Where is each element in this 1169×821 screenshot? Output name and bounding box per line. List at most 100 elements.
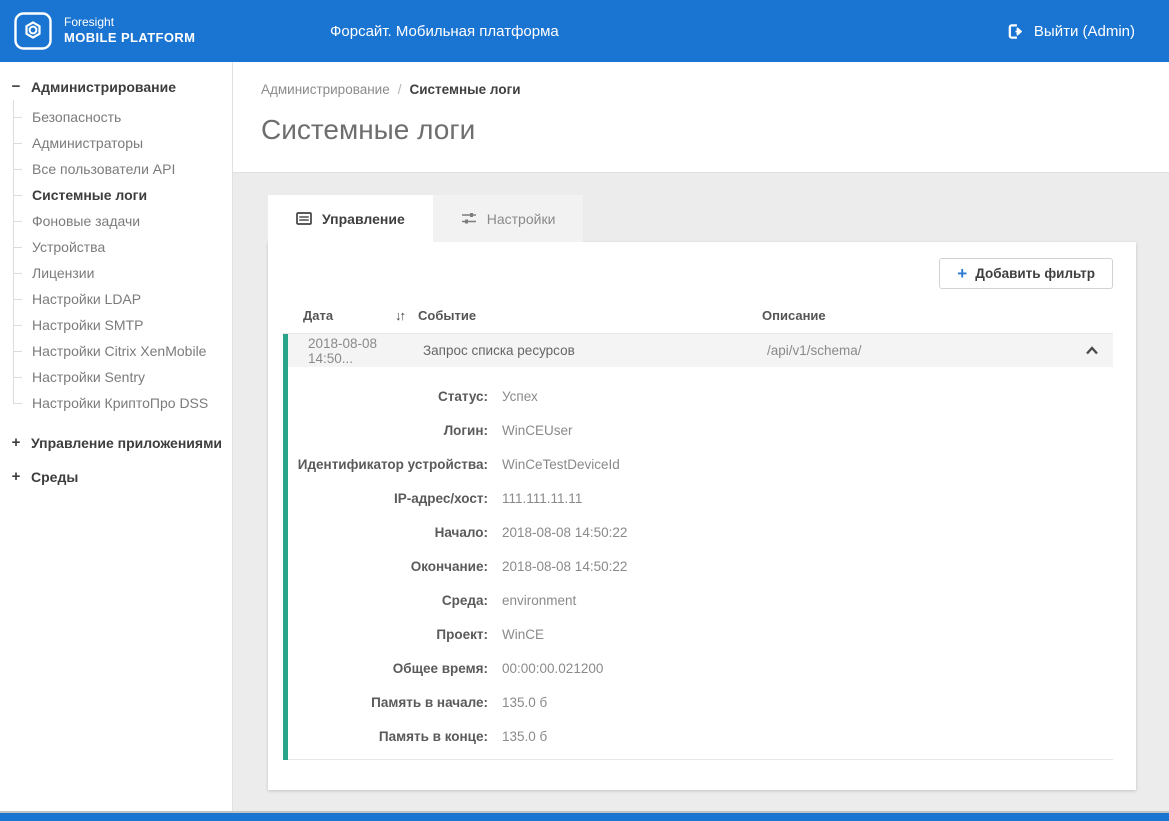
page-header: Администрирование / Системные логи Систе… <box>233 62 1169 173</box>
column-header-date: Дата ↓↑ <box>303 308 418 323</box>
detail-row: Логин: WinCEUser <box>288 413 1113 447</box>
detail-row: Начало: 2018-08-08 14:50:22 <box>288 515 1113 549</box>
tab-settings[interactable]: Настройки <box>432 195 584 242</box>
brand-text: Foresight MOBILE PLATFORM <box>64 15 195 46</box>
sidebar-item[interactable]: Безопасность <box>0 104 232 130</box>
breadcrumb-item-administration[interactable]: Администрирование <box>261 82 390 97</box>
add-filter-label: Добавить фильтр <box>975 266 1095 281</box>
sidebar-item[interactable]: Настройки LDAP <box>0 286 232 312</box>
add-filter-button[interactable]: + Добавить фильтр <box>939 258 1113 289</box>
bottom-accent-strip <box>0 813 1169 821</box>
sidebar-item-label: Все пользователи API <box>32 161 176 177</box>
tab-label: Управление <box>322 210 405 227</box>
log-entry: 2018-08-08 14:50... Запрос списка ресурс… <box>283 334 1113 760</box>
expand-icon: + <box>11 434 21 451</box>
breadcrumb-item-current: Системные логи <box>409 82 521 97</box>
sidebar-item[interactable]: Лицензии <box>0 260 232 286</box>
breadcrumb: Администрирование / Системные логи <box>261 82 1169 97</box>
main-area: Администрирование / Системные логи Систе… <box>233 62 1169 811</box>
detail-row: Идентификатор устройства: WinCeTestDevic… <box>288 447 1113 481</box>
detail-label: Проект: <box>436 626 488 642</box>
collapse-row-button[interactable] <box>1083 344 1101 357</box>
sliders-icon <box>461 211 477 226</box>
logout-icon <box>1008 23 1022 39</box>
log-details: Статус: Успех Логин: WinCEUser Идентифик… <box>288 367 1113 760</box>
card-toolbar: + Добавить фильтр <box>268 258 1136 289</box>
app-title: Форсайт. Мобильная платформа <box>330 22 559 40</box>
sidebar-item-label: Лицензии <box>32 265 95 281</box>
detail-label: Память в начале: <box>371 694 488 710</box>
sidebar-item[interactable]: Настройки Sentry <box>0 364 232 390</box>
breadcrumb-separator: / <box>397 82 402 97</box>
cell-description: /api/v1/schema/ <box>767 343 862 358</box>
sidebar-item-label: Настройки SMTP <box>32 317 144 333</box>
sidebar-item[interactable]: Настройки SMTP <box>0 312 232 338</box>
sidebar-section-app-management[interactable]: + Управление приложениями <box>0 426 232 460</box>
logs-table: Дата ↓↑ Событие Описание 2018-08-08 14:5… <box>283 298 1113 760</box>
detail-value: Успех <box>502 388 538 404</box>
detail-row: Окончание: 2018-08-08 14:50:22 <box>288 549 1113 583</box>
sidebar-item[interactable]: Настройки Citrix XenMobile <box>0 338 232 364</box>
sidebar-section-label: Среды <box>31 469 79 485</box>
detail-value: WinCeTestDeviceId <box>502 456 620 472</box>
plus-icon: + <box>957 264 968 283</box>
cell-date: 2018-08-08 14:50... <box>308 335 378 366</box>
sidebar-item-label: Администраторы <box>32 135 144 151</box>
sidebar-item[interactable]: Системные логи <box>0 182 232 208</box>
sidebar-section-environments[interactable]: + Среды <box>0 460 232 494</box>
detail-label: Среда: <box>441 592 488 608</box>
expand-icon: + <box>11 468 21 485</box>
detail-value: 00:00:00.021200 <box>502 660 604 676</box>
cell-event: Запрос списка ресурсов <box>423 343 575 358</box>
list-icon <box>296 211 312 226</box>
sidebar-subitems: Безопасность Администраторы Все пользова… <box>0 100 232 416</box>
content-panel: Управление Настройки <box>233 173 1169 811</box>
detail-label: Общее время: <box>392 660 488 676</box>
brand-product: MOBILE PLATFORM <box>64 30 196 46</box>
sidebar-item[interactable]: Устройства <box>0 234 232 260</box>
sidebar-item[interactable]: Фоновые задачи <box>0 208 232 234</box>
detail-value: WinCEUser <box>502 422 573 438</box>
tab-label: Настройки <box>486 210 556 227</box>
detail-value: 2018-08-08 14:50:22 <box>502 524 628 540</box>
column-header-description: Описание <box>762 308 826 323</box>
detail-label: Логин: <box>443 422 488 438</box>
detail-row: Общее время: 00:00:00.021200 <box>288 651 1113 685</box>
brand-name: Foresight <box>64 15 115 30</box>
foresight-logo-icon <box>14 12 52 50</box>
detail-label: Идентификатор устройства: <box>297 456 488 472</box>
sort-icon[interactable]: ↓↑ <box>395 308 406 323</box>
brand-logo: Foresight MOBILE PLATFORM <box>0 12 195 50</box>
page-title: Системные логи <box>261 114 476 145</box>
detail-row: Проект: WinCE <box>288 617 1113 651</box>
logout-button[interactable]: Выйти (Admin) <box>1007 23 1135 40</box>
logout-label: Выйти (Admin) <box>1033 22 1135 40</box>
detail-row: Статус: Успех <box>288 379 1113 413</box>
sidebar-item-label: Настройки LDAP <box>32 291 142 307</box>
detail-label: Начало: <box>434 524 488 540</box>
tab-bar: Управление Настройки <box>268 195 1136 242</box>
sidebar-section-label: Управление приложениями <box>31 435 223 451</box>
detail-row: Память в конце: 135.0 б <box>288 719 1113 753</box>
sidebar-item[interactable]: Все пользователи API <box>0 156 232 182</box>
detail-label: IP-адрес/хост: <box>393 490 488 506</box>
detail-value: 135.0 б <box>502 728 548 744</box>
tab-management[interactable]: Управление <box>268 195 433 242</box>
sidebar-section-administration[interactable]: − Администрирование <box>0 70 232 104</box>
sidebar-item-label: Безопасность <box>32 109 122 125</box>
detail-value: 2018-08-08 14:50:22 <box>502 558 628 574</box>
detail-value: WinCE <box>502 626 545 642</box>
detail-value: 111.111.11.11 <box>502 490 583 506</box>
detail-label: Память в конце: <box>378 728 488 744</box>
sidebar-item-label: Системные логи <box>32 187 148 203</box>
sidebar-item[interactable]: Администраторы <box>0 130 232 156</box>
sidebar-item[interactable]: Настройки КриптоПро DSS <box>0 390 232 416</box>
top-bar: Foresight MOBILE PLATFORM Форсайт. Мобил… <box>0 0 1169 62</box>
table-row[interactable]: 2018-08-08 14:50... Запрос списка ресурс… <box>288 334 1113 367</box>
sidebar-section-label: Администрирование <box>31 79 176 95</box>
detail-value: environment <box>502 592 577 608</box>
logs-card: + Добавить фильтр Дата ↓↑ Событие Описан… <box>268 242 1136 790</box>
detail-row: Среда: environment <box>288 583 1113 617</box>
detail-label: Окончание: <box>410 558 488 574</box>
collapse-icon: − <box>11 78 21 95</box>
